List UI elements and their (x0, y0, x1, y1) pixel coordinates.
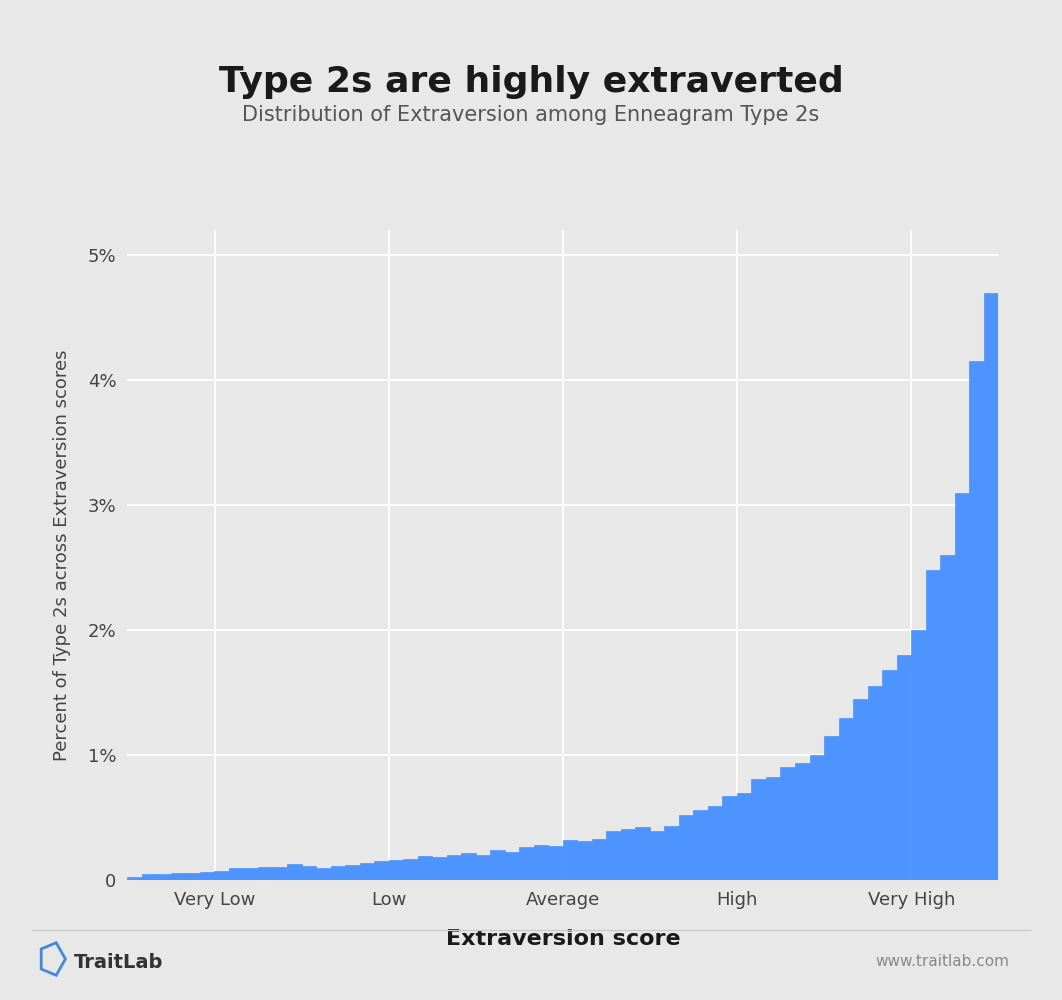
Bar (839, 718, 853, 880)
Bar (853, 699, 868, 880)
Text: Distribution of Extraversion among Enneagram Type 2s: Distribution of Extraversion among Ennea… (242, 105, 820, 125)
Bar (215, 871, 229, 880)
Bar (665, 826, 679, 880)
Bar (752, 779, 766, 880)
Bar (548, 846, 563, 880)
Bar (127, 877, 142, 880)
Bar (519, 847, 534, 880)
Bar (273, 867, 287, 880)
Bar (316, 868, 330, 880)
X-axis label: Extraversion score: Extraversion score (446, 929, 680, 949)
Bar (432, 857, 447, 880)
Bar (606, 831, 621, 880)
Bar (229, 868, 243, 880)
Bar (534, 845, 548, 880)
Bar (766, 777, 781, 880)
Bar (200, 872, 215, 880)
Bar (345, 865, 360, 880)
Bar (491, 850, 504, 880)
Bar (330, 866, 345, 880)
Bar (983, 292, 998, 880)
Bar (389, 860, 404, 880)
Bar (722, 796, 737, 880)
Text: Type 2s are highly extraverted: Type 2s are highly extraverted (219, 65, 843, 99)
Bar (360, 863, 374, 880)
Bar (795, 763, 809, 880)
Text: TraitLab: TraitLab (74, 952, 164, 972)
Bar (447, 855, 461, 880)
Text: www.traitlab.com: www.traitlab.com (875, 954, 1009, 970)
Bar (186, 873, 200, 880)
Bar (635, 827, 650, 880)
Bar (926, 570, 940, 880)
Bar (171, 873, 186, 880)
Bar (476, 855, 491, 880)
Bar (374, 861, 389, 880)
Bar (824, 736, 839, 880)
Bar (868, 686, 883, 880)
Bar (302, 866, 316, 880)
Bar (737, 793, 752, 880)
Bar (883, 670, 896, 880)
Bar (970, 361, 983, 880)
Bar (693, 810, 708, 880)
Bar (243, 868, 258, 880)
Bar (578, 841, 592, 880)
Bar (592, 839, 606, 880)
Bar (781, 767, 795, 880)
Bar (708, 806, 722, 880)
Bar (258, 867, 273, 880)
Y-axis label: Percent of Type 2s across Extraversion scores: Percent of Type 2s across Extraversion s… (53, 349, 71, 761)
Bar (563, 840, 578, 880)
Bar (621, 829, 635, 880)
Bar (156, 874, 171, 880)
Bar (940, 555, 955, 880)
Bar (911, 630, 926, 880)
Bar (142, 874, 156, 880)
Bar (287, 864, 302, 880)
Bar (650, 831, 665, 880)
Bar (504, 852, 519, 880)
Bar (404, 859, 417, 880)
Bar (417, 856, 432, 880)
Bar (896, 655, 911, 880)
Bar (679, 815, 693, 880)
Bar (955, 492, 970, 880)
Bar (809, 755, 824, 880)
Bar (461, 853, 476, 880)
